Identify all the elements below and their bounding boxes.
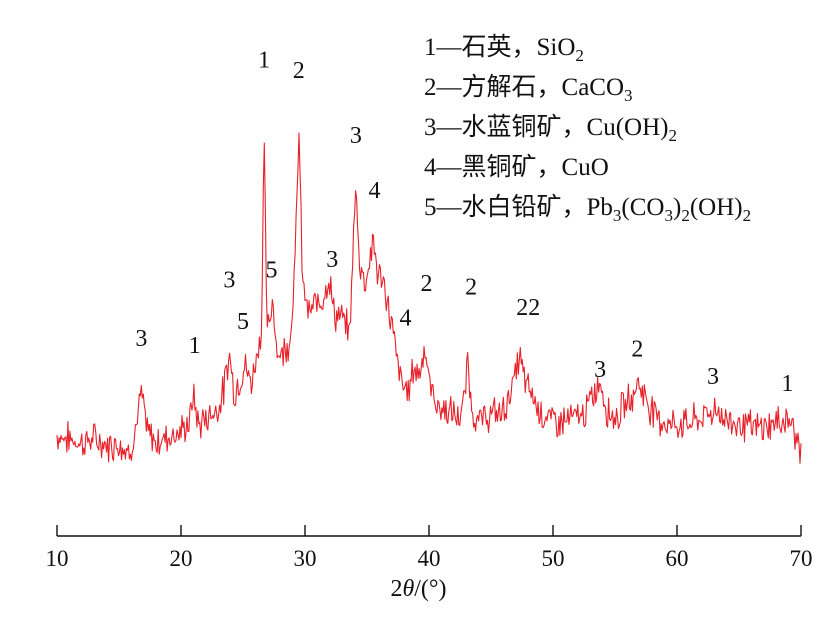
x-tick-label: 50 — [542, 546, 565, 571]
x-axis-label: 2θ/(°) — [0, 576, 837, 603]
peak-label: 2 — [421, 271, 433, 297]
legend-mineral: 石英， — [461, 34, 537, 61]
peak-label: 22 — [516, 295, 540, 321]
legend-item: 3—水蓝铜矿，Cu(OH)2 — [424, 114, 677, 145]
legend-number: 4 — [424, 154, 437, 181]
formula-subscript: 2 — [681, 206, 690, 225]
legend-formula: SiO2 — [536, 34, 584, 64]
formula-subscript: 3 — [664, 206, 673, 225]
peak-label: 5 — [266, 257, 278, 283]
formula-subscript: 2 — [668, 126, 677, 145]
formula-text: ) — [672, 194, 682, 221]
legend-mineral: 水白铅矿， — [461, 194, 587, 221]
legend: 1—石英，SiO2 2—方解石，CaCO3 3—水蓝铜矿，Cu(OH)2 4—黑… — [424, 28, 751, 228]
peak-label: 3 — [135, 326, 147, 352]
formula-text: CuO — [561, 154, 609, 181]
formula-subscript: 2 — [575, 46, 584, 65]
x-tick-label: 30 — [294, 546, 317, 571]
legend-item: 4—黑铜矿，CuO — [424, 154, 609, 181]
peak-label: 4 — [368, 178, 380, 204]
legend-number: 2 — [424, 74, 437, 101]
legend-mineral: 水蓝铜矿， — [461, 114, 587, 141]
legend-number: 3 — [424, 114, 437, 141]
x-axis-ticks: 10 20 30 40 50 60 70 — [46, 525, 813, 571]
peak-label: 3 — [707, 364, 719, 390]
legend-formula: Cu(OH)2 — [586, 114, 677, 144]
legend-item: 5—水白铅矿，Pb3(CO3)2(OH)2 — [424, 194, 752, 225]
formula-text: Pb — [586, 194, 613, 221]
peak-label: 2 — [631, 336, 643, 362]
legend-item: 2—方解石，CaCO3 — [424, 74, 633, 105]
peak-label: 1 — [189, 333, 201, 359]
x-tick-label: 60 — [666, 546, 689, 571]
formula-text: Cu(OH) — [586, 114, 669, 141]
peak-label: 3 — [326, 247, 338, 273]
x-axis-label-prefix: 2 — [390, 576, 403, 602]
legend-formula: CaCO3 — [561, 74, 633, 104]
formula-text: SiO — [536, 34, 576, 61]
x-tick-label: 70 — [790, 546, 813, 571]
peak-label: 5 — [237, 309, 249, 335]
formula-text: (CO — [621, 194, 665, 221]
xrd-series-line — [56, 132, 802, 464]
legend-mineral: 黑铜矿， — [461, 154, 562, 181]
peak-label: 2 — [293, 58, 305, 84]
peak-label: 1 — [781, 371, 793, 397]
peak-label: 3 — [223, 268, 235, 294]
legend-formula: Pb3(CO3)2(OH)2 — [586, 194, 752, 224]
x-tick-label: 40 — [418, 546, 441, 571]
peak-label: 4 — [399, 306, 411, 332]
peak-label: 3 — [594, 357, 606, 383]
peak-label: 1 — [258, 48, 270, 74]
peak-label: 2 — [465, 275, 477, 301]
legend-formula: CuO — [562, 154, 609, 181]
x-axis-label-unit: /(°) — [414, 576, 447, 602]
formula-text: CaCO — [561, 74, 625, 101]
legend-mineral: 方解石， — [461, 74, 562, 101]
formula-subscript: 3 — [624, 86, 633, 105]
legend-number: 5 — [424, 194, 437, 221]
x-tick-label: 20 — [170, 546, 193, 571]
formula-text: (OH) — [689, 194, 743, 221]
x-tick-label: 10 — [46, 546, 69, 571]
legend-number: 1 — [424, 34, 437, 61]
formula-subscript: 2 — [742, 206, 752, 225]
peak-label: 3 — [350, 123, 362, 149]
x-axis-label-symbol: θ — [402, 576, 415, 602]
legend-item: 1—石英，SiO2 — [424, 34, 584, 65]
formula-subscript: 3 — [612, 206, 622, 225]
